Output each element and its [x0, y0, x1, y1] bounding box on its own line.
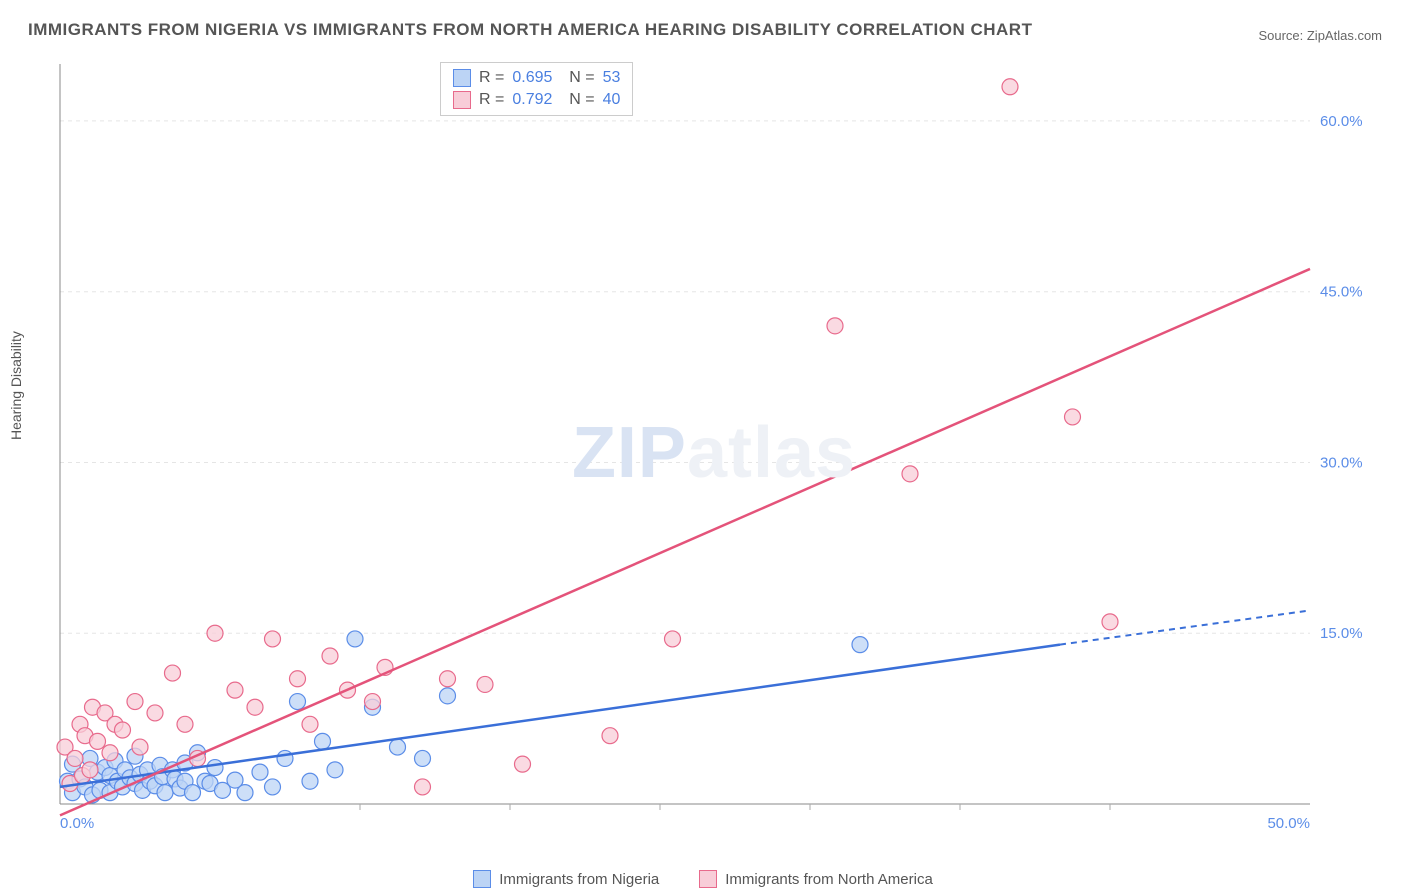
n-value-0: 53: [603, 69, 621, 87]
n-value-1: 40: [603, 91, 621, 109]
legend-stats-row-0: R = 0.695 N = 53: [453, 67, 620, 89]
r-value-0: 0.695: [512, 69, 552, 87]
svg-text:50.0%: 50.0%: [1267, 815, 1310, 832]
chart-area: 15.0%30.0%45.0%60.0%0.0%50.0% ZIPatlas: [54, 58, 1374, 848]
n-label: N =: [560, 69, 594, 87]
legend-item-nigeria: Immigrants from Nigeria: [473, 870, 659, 888]
swatch-nigeria: [453, 69, 471, 87]
swatch-nigeria-icon: [473, 870, 491, 888]
legend-series: Immigrants from Nigeria Immigrants from …: [0, 870, 1406, 888]
chart-svg: 15.0% 30.0% 45.0% 60.0% 0.0% 50.0%: [54, 58, 1374, 848]
legend-stats: R = 0.695 N = 53 R = 0.792 N = 40: [440, 62, 633, 116]
svg-text:45.0%: 45.0%: [1320, 284, 1363, 301]
swatch-northamerica-icon: [699, 870, 717, 888]
source-label: Source: ZipAtlas.com: [1258, 28, 1382, 43]
legend-label-northamerica: Immigrants from North America: [725, 871, 933, 888]
legend-item-northamerica: Immigrants from North America: [699, 870, 933, 888]
svg-text:15.0%: 15.0%: [1320, 625, 1363, 642]
chart-title: IMMIGRANTS FROM NIGERIA VS IMMIGRANTS FR…: [28, 20, 1032, 40]
swatch-northamerica: [453, 91, 471, 109]
svg-text:30.0%: 30.0%: [1320, 454, 1363, 471]
r-label: R =: [479, 91, 504, 109]
n-label: N =: [560, 91, 594, 109]
legend-stats-row-1: R = 0.792 N = 40: [453, 89, 620, 111]
legend-label-nigeria: Immigrants from Nigeria: [499, 871, 659, 888]
y-axis-label: Hearing Disability: [8, 331, 24, 440]
r-value-1: 0.792: [512, 91, 552, 109]
svg-text:60.0%: 60.0%: [1320, 113, 1363, 130]
svg-text:0.0%: 0.0%: [60, 815, 94, 832]
r-label: R =: [479, 69, 504, 87]
